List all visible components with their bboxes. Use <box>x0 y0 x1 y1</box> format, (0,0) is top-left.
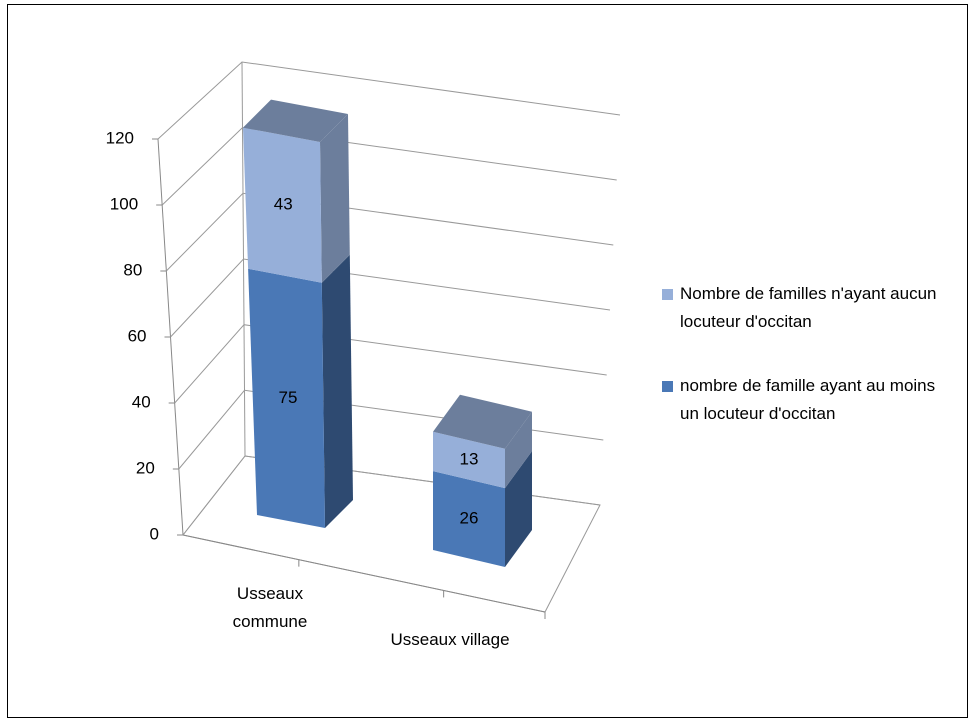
legend-label: Nombre de familles n'ayant aucun locuteu… <box>680 284 937 331</box>
value-label: 75 <box>279 388 298 407</box>
value-label: 43 <box>274 195 293 214</box>
bar-side <box>320 114 350 283</box>
grid-line <box>182 455 601 536</box>
bar-side <box>505 451 532 567</box>
grid-line <box>170 258 611 338</box>
y-tick-label: 0 <box>150 524 159 543</box>
axis-line <box>182 534 546 613</box>
bar <box>433 471 505 567</box>
y-tick-label: 100 <box>110 194 138 213</box>
grid-line <box>178 389 604 470</box>
bar-top <box>243 99 348 142</box>
bar <box>243 127 322 283</box>
border <box>7 4 968 718</box>
grid-line <box>161 127 617 206</box>
bar-top <box>433 394 532 449</box>
grid-line <box>174 324 607 404</box>
bar <box>248 268 325 528</box>
x-tick-label: Usseaux village <box>390 630 510 649</box>
value-label: 13 <box>460 449 479 468</box>
bar-side <box>321 254 353 528</box>
value-label: 26 <box>460 509 479 528</box>
grid-line <box>165 192 614 272</box>
y-tick-label: 20 <box>136 458 155 477</box>
legend-label: nombre de famille ayant au moins un locu… <box>680 376 936 423</box>
x-tick-label: Usseaux commune <box>232 584 308 631</box>
grid-line <box>157 61 621 140</box>
bar <box>433 431 505 489</box>
legend-swatch <box>662 289 673 300</box>
bar-side <box>505 411 532 489</box>
y-tick-label: 80 <box>123 260 142 279</box>
legend-swatch <box>662 381 673 392</box>
y-tick-label: 40 <box>132 392 151 411</box>
y-tick-label: 60 <box>128 326 147 345</box>
y-tick-label: 120 <box>106 128 134 147</box>
